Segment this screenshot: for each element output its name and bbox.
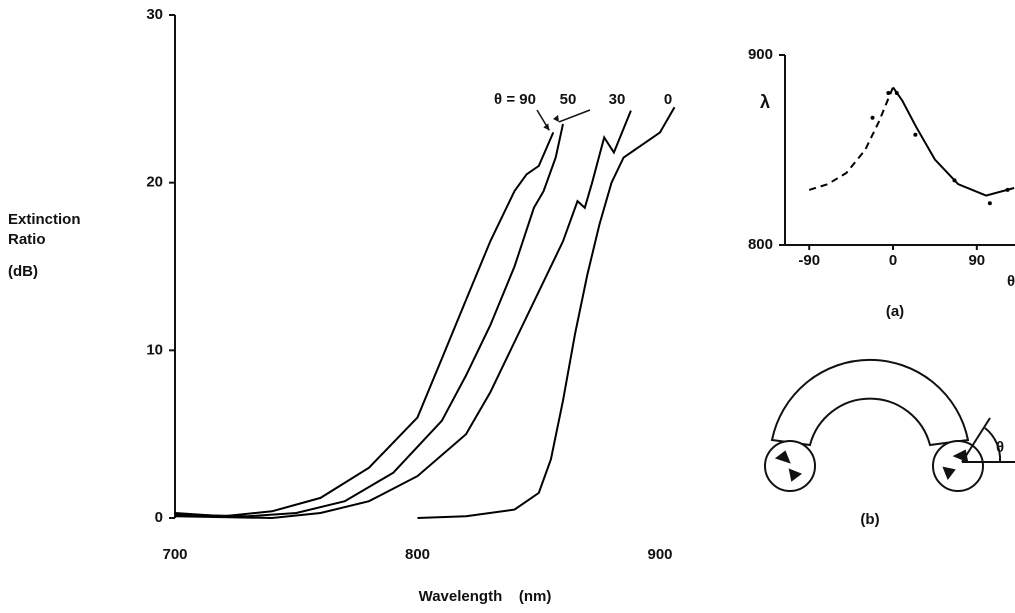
line-series [892,86,1015,197]
x-tick-label: 900 [647,546,672,563]
data-point [987,201,992,206]
data-point [870,115,875,120]
angle-line [961,417,991,463]
stress-rod [774,450,803,482]
angle-arc [984,427,1002,463]
series-label: 30 [609,91,626,108]
series-label: θ = 90 [494,91,536,108]
y-axis-label: Extinction [8,211,81,228]
caption: (b) [860,511,879,528]
fiber-arc [770,358,970,447]
line-series [174,110,632,520]
x-tick-label: -90 [798,252,820,269]
caption: (a) [886,303,904,320]
data-point [894,91,899,95]
fiber-end [764,440,816,492]
series-label: 0 [664,91,672,108]
arrow-head [553,114,559,122]
data-point [913,132,918,137]
y-axis-label: (dB) [8,263,38,280]
y-axis-label: Ratio [8,231,46,248]
data-point [1005,187,1010,192]
x-tick-label: 0 [889,252,897,269]
y-tick-label: 10 [146,341,163,358]
angle-label: θ [996,439,1004,456]
y-tick-label: 800 [748,236,773,253]
series-label: 50 [560,91,577,108]
line-series [174,132,555,518]
line-series [174,123,564,518]
diagram-b [764,358,1015,492]
fiber-end [932,440,984,492]
x-axis-label: θ [1007,273,1015,290]
y-tick-label: 20 [146,174,163,191]
data-point [952,178,957,183]
arrow [558,109,591,123]
y-tick-label: 30 [146,6,163,23]
y-tick-label: 0 [155,509,163,526]
line-series [808,86,894,191]
x-tick-label: 700 [162,546,187,563]
y-tick-label: 900 [748,46,773,63]
x-tick-label: 90 [968,252,985,269]
arrow-head [543,123,550,131]
x-tick-label: 800 [405,546,430,563]
y-axis-label: λ [760,92,770,112]
x-axis-label: Wavelength (nm) [419,588,552,605]
data-point [886,91,891,95]
line-series [417,106,676,519]
